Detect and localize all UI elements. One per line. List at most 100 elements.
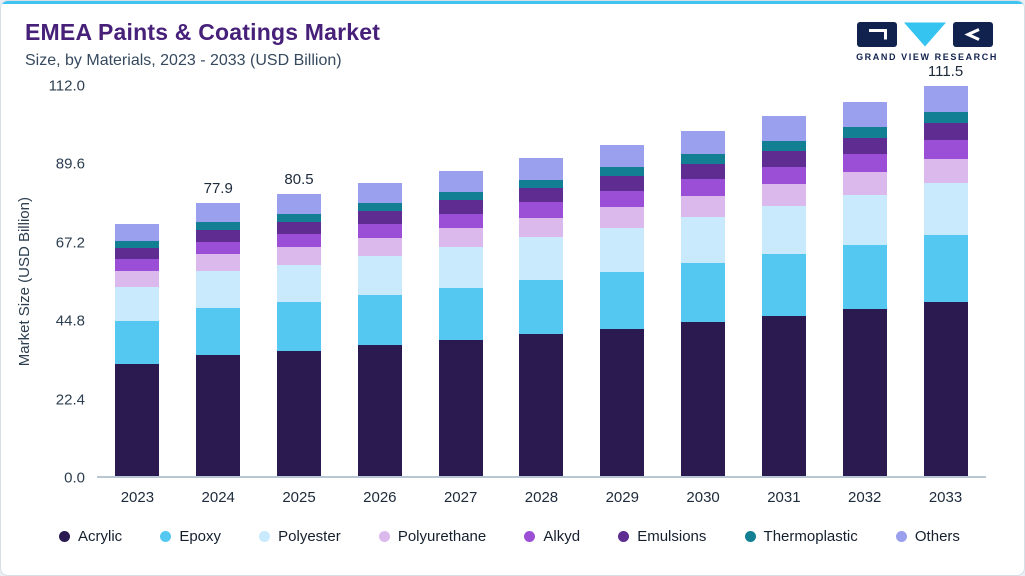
legend-label: Alkyd bbox=[543, 528, 581, 545]
y-tick-label: 0.0 bbox=[64, 469, 85, 487]
stacked-bar-2028 bbox=[501, 157, 582, 476]
bar-segment-epoxy bbox=[681, 262, 726, 323]
x-axis-label-2033: 2033 bbox=[928, 488, 963, 506]
bar-total-label: 77.9 bbox=[203, 180, 233, 198]
legend-dot-icon bbox=[160, 531, 172, 542]
bar-segment-epoxy bbox=[519, 279, 564, 335]
bar-total-label: 111.5 bbox=[927, 62, 964, 80]
legend-dot-icon bbox=[524, 531, 536, 542]
bar-segment-emulsions bbox=[842, 137, 887, 155]
bar-segment-others bbox=[681, 130, 726, 155]
stacked-bar-2025: 80.5 bbox=[259, 171, 340, 476]
x-axis-label-2031: 2031 bbox=[767, 488, 801, 506]
bar-segment-emulsions bbox=[196, 229, 241, 242]
bar-segment-polyurethane bbox=[923, 159, 968, 184]
bar-segment-epoxy bbox=[196, 307, 241, 355]
x-axis-label-2026: 2026 bbox=[363, 488, 397, 506]
page-title: EMEA Paints & Coatings Market bbox=[25, 19, 381, 45]
legend-item-emulsions: Emulsions bbox=[618, 528, 706, 545]
bar-segment-epoxy bbox=[438, 287, 483, 341]
bar-segment-polyester bbox=[519, 237, 564, 280]
legend-dot-icon bbox=[895, 531, 907, 542]
x-axis-label-2024: 2024 bbox=[201, 488, 235, 506]
bar-segment-acrylic bbox=[681, 322, 726, 476]
y-tick-label: 22.4 bbox=[55, 391, 85, 409]
bar-segment-others bbox=[923, 85, 968, 113]
legend-dot-icon bbox=[259, 531, 271, 542]
stacked-bar-2031 bbox=[744, 116, 825, 476]
stacked-bar-2032 bbox=[824, 101, 905, 476]
bar-segment-thermoplastic bbox=[761, 140, 806, 151]
bar-segment-polyurethane bbox=[842, 172, 887, 196]
legend-dot-icon bbox=[59, 531, 70, 542]
stacked-bar-2024: 77.9 bbox=[178, 180, 259, 476]
bar-segment-polyester bbox=[196, 271, 241, 308]
bar-segment-others bbox=[438, 171, 483, 192]
y-axis-title: Market Size (USD Billion) bbox=[15, 197, 33, 367]
x-axis-label-2032: 2032 bbox=[848, 488, 882, 506]
bar-segment-others bbox=[600, 144, 645, 167]
bar-segment-emulsions bbox=[681, 164, 726, 180]
bar-segment-polyester bbox=[438, 247, 483, 288]
x-axis-label-2028: 2028 bbox=[524, 488, 559, 506]
bar-segment-thermoplastic bbox=[600, 167, 645, 177]
x-axis-label-2029: 2029 bbox=[605, 488, 639, 506]
bar-segment-others bbox=[761, 116, 806, 141]
bar-segment-polyester bbox=[842, 195, 887, 246]
y-axis-title-wrap: Market Size (USD Billion) bbox=[9, 86, 39, 478]
legend-item-acrylic: Acrylic bbox=[59, 528, 122, 545]
bar-segment-acrylic bbox=[438, 340, 483, 476]
bar-segment-alkyd bbox=[519, 202, 564, 218]
bar-segment-others bbox=[842, 101, 887, 128]
gvr-logo-text: GRAND VIEW RESEARCH bbox=[856, 52, 998, 62]
bar-segment-polyester bbox=[277, 264, 322, 303]
page-subtitle: Size, by Materials, 2023 - 2033 (USD Bil… bbox=[25, 52, 342, 69]
bar-total-label: 80.5 bbox=[284, 171, 314, 189]
bar-segment-acrylic bbox=[761, 316, 806, 476]
top-accent-bar bbox=[1, 1, 1024, 4]
bar-segment-emulsions bbox=[438, 200, 483, 214]
bar-segment-polyurethane bbox=[600, 206, 645, 228]
legend-label: Epoxy bbox=[179, 528, 222, 545]
bar-segment-others bbox=[519, 157, 564, 180]
y-tick-label: 44.8 bbox=[55, 312, 85, 330]
header: EMEA Paints & Coatings Market Size, by M… bbox=[1, 4, 1024, 74]
bar-segment-epoxy bbox=[761, 254, 806, 317]
gvr-logo: GRAND VIEW RESEARCH bbox=[856, 19, 998, 62]
bar-segment-polyurethane bbox=[761, 183, 806, 207]
legend-label: Acrylic bbox=[78, 528, 123, 545]
bar-segment-polyester bbox=[115, 287, 160, 321]
bar-segment-polyester bbox=[600, 227, 645, 272]
bar-segment-alkyd bbox=[115, 259, 160, 272]
x-axis-label-2030: 2030 bbox=[686, 488, 720, 506]
bar-segment-alkyd bbox=[438, 213, 483, 229]
legend-dot-icon bbox=[618, 531, 630, 542]
bar-segment-thermoplastic bbox=[519, 179, 564, 189]
bar-segment-epoxy bbox=[923, 235, 968, 303]
bar-segment-alkyd bbox=[600, 191, 645, 207]
legend-label: Others bbox=[914, 528, 960, 545]
y-tick-label: 67.2 bbox=[55, 234, 85, 252]
bar-segment-alkyd bbox=[681, 179, 726, 196]
legend-label: Emulsions bbox=[637, 528, 707, 545]
bar-segment-emulsions bbox=[115, 247, 160, 260]
bar-segment-emulsions bbox=[761, 150, 806, 167]
bar-segment-thermoplastic bbox=[357, 202, 402, 211]
bar-segment-polyester bbox=[761, 206, 806, 255]
bar-segment-polyurethane bbox=[681, 195, 726, 218]
bar-segment-thermoplastic bbox=[842, 127, 887, 138]
stacked-bar-2029 bbox=[582, 144, 663, 476]
bar-segment-emulsions bbox=[923, 123, 968, 141]
bar-segment-epoxy bbox=[277, 302, 322, 351]
legend-item-epoxy: Epoxy bbox=[160, 528, 221, 545]
x-axis-label-2025: 2025 bbox=[282, 488, 316, 506]
bar-segment-alkyd bbox=[357, 223, 402, 238]
bar-segment-others bbox=[277, 194, 322, 214]
legend-item-alkyd: Alkyd bbox=[524, 528, 580, 545]
legend: Acrylic Epoxy Polyester Polyurethane Alkyd Em… bbox=[1, 508, 1024, 545]
bar-segment-alkyd bbox=[761, 166, 806, 184]
bar-segment-epoxy bbox=[357, 295, 402, 346]
stacked-bar-2027 bbox=[420, 171, 501, 476]
bar-segment-epoxy bbox=[115, 320, 160, 364]
bar-segment-polyester bbox=[923, 183, 968, 236]
